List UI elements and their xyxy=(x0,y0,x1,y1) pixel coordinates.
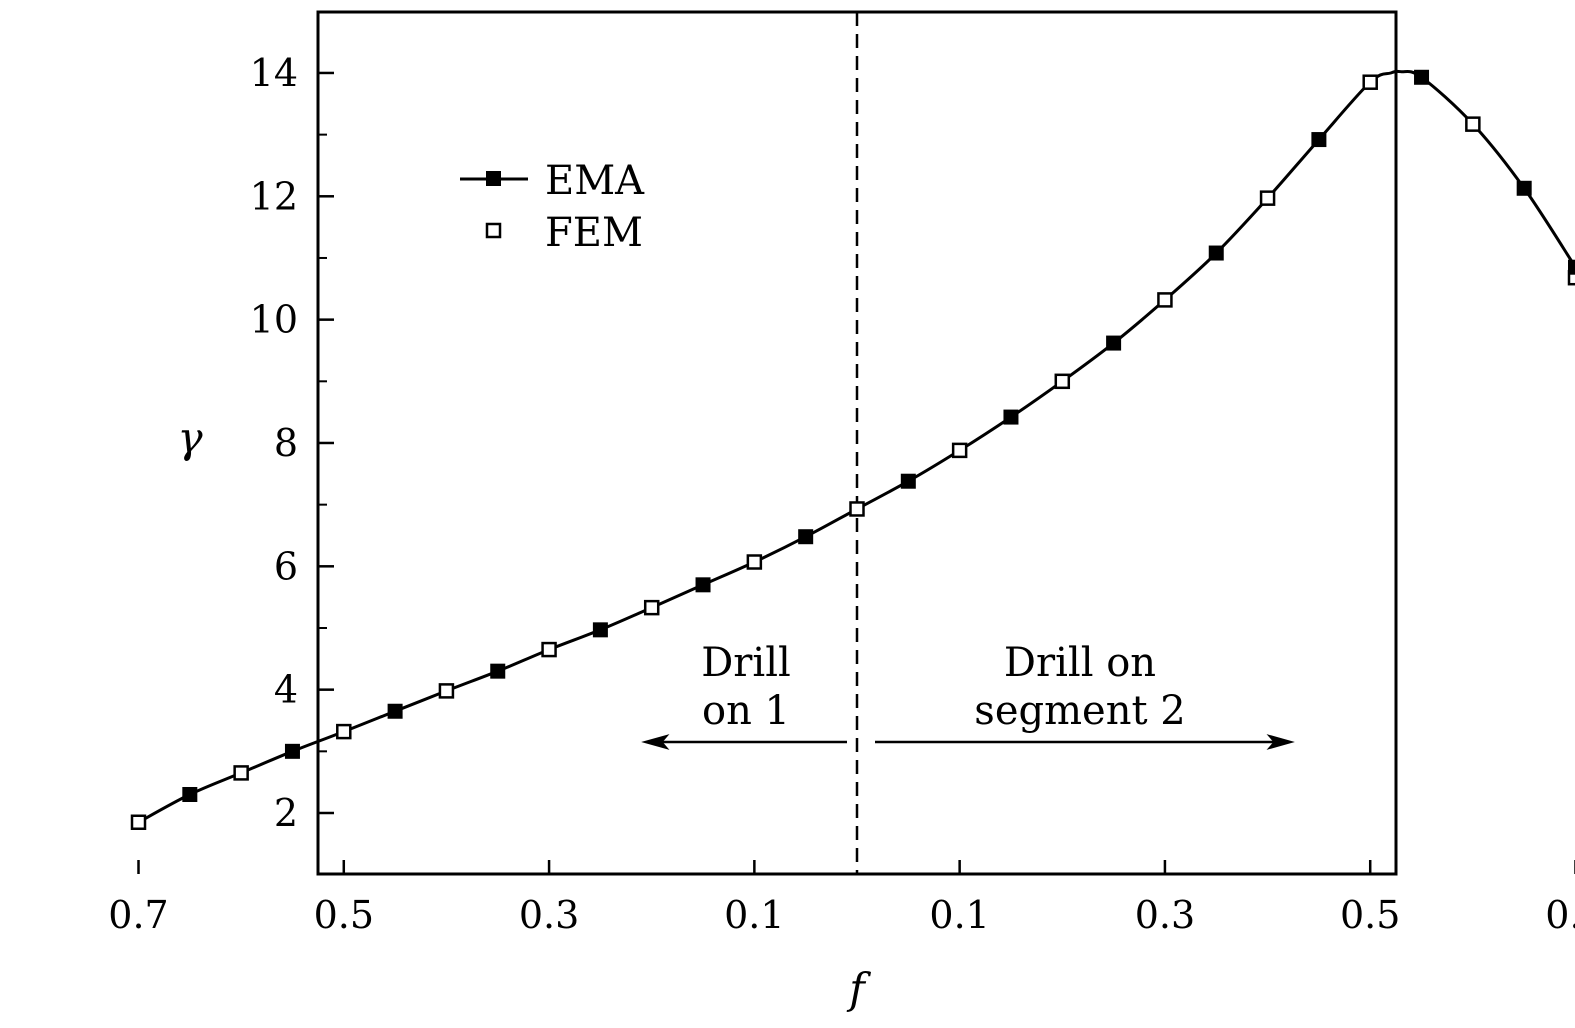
x-axis: 0.7 0.5 0.3 0.1 0.1 0.3 0.5 0.7 xyxy=(108,860,1575,937)
y-axis-label: γ xyxy=(177,413,203,462)
annotation-right-arrow-head xyxy=(1266,734,1295,750)
x-tick-label: 0.5 xyxy=(1340,893,1400,937)
x-axis-label: f xyxy=(846,964,871,1013)
legend-ema-marker xyxy=(486,171,501,186)
ema-marker xyxy=(900,473,916,489)
fem-marker xyxy=(1259,190,1276,206)
x-tick-label: 0.5 xyxy=(314,893,374,937)
fem-marker xyxy=(1567,269,1575,286)
x-tick-label: 0.3 xyxy=(1135,893,1195,937)
ema-marker xyxy=(1516,180,1532,196)
x-tick-label: 0.7 xyxy=(1545,893,1575,937)
fem-marker xyxy=(643,599,660,616)
ema-marker xyxy=(1414,69,1430,85)
legend-ema-label: EMA xyxy=(545,158,645,204)
fem-marker xyxy=(336,723,352,740)
fem-marker xyxy=(1362,74,1378,90)
ema-marker xyxy=(490,663,506,679)
legend-fem-marker xyxy=(485,222,502,239)
x-tick-label: 0.1 xyxy=(724,893,784,937)
annotation-left-arrow-head xyxy=(641,734,670,750)
ema-marker xyxy=(1106,335,1122,351)
ema-marker xyxy=(1568,259,1575,275)
fem-marker xyxy=(1157,292,1173,308)
ema-marker xyxy=(387,703,403,719)
fem-marker xyxy=(1054,373,1071,390)
annotation-left: Drill on 1 xyxy=(641,640,847,750)
x-tick-label: 0.7 xyxy=(108,893,168,937)
legend: EMA FEM xyxy=(460,158,645,256)
fem-marker xyxy=(951,442,968,459)
ema-marker xyxy=(1208,245,1224,261)
y-tick-label: 6 xyxy=(274,544,298,588)
y-tick-label: 4 xyxy=(274,668,298,712)
fem-marker xyxy=(130,814,147,831)
y-tick-label: 8 xyxy=(274,421,298,465)
annotation-right: Drill on segment 2 xyxy=(875,640,1295,750)
fem-marker xyxy=(849,501,865,517)
annotation-right-line2: segment 2 xyxy=(974,688,1185,734)
fem-marker xyxy=(1465,116,1481,132)
ema-series-line xyxy=(137,69,1575,824)
fem-marker xyxy=(541,641,557,658)
y-tick-label: 12 xyxy=(250,174,298,218)
annotation-left-line1: Drill xyxy=(701,640,791,686)
ema-marker xyxy=(1311,132,1327,148)
ema-marker xyxy=(592,622,608,638)
fem-series-markers xyxy=(130,74,1575,831)
fem-marker xyxy=(746,554,763,570)
y-axis: 2 4 6 8 10 12 14 xyxy=(250,51,334,835)
ema-marker xyxy=(798,529,814,545)
ema-marker xyxy=(284,743,300,759)
annotation-right-line1: Drill on xyxy=(1004,640,1156,686)
ema-marker xyxy=(182,786,198,802)
ema-series-markers xyxy=(182,69,1575,802)
ema-marker xyxy=(695,577,711,593)
x-tick-label: 0.1 xyxy=(929,893,989,937)
fem-marker xyxy=(438,683,455,699)
x-tick-label: 0.3 xyxy=(519,893,579,937)
y-tick-label: 2 xyxy=(274,791,298,835)
y-tick-label: 10 xyxy=(250,298,298,342)
legend-fem-label: FEM xyxy=(545,210,643,256)
fem-marker xyxy=(233,765,249,781)
ema-marker xyxy=(1003,409,1019,425)
y-tick-label: 14 xyxy=(250,51,298,95)
annotation-left-line2: on 1 xyxy=(702,688,790,734)
